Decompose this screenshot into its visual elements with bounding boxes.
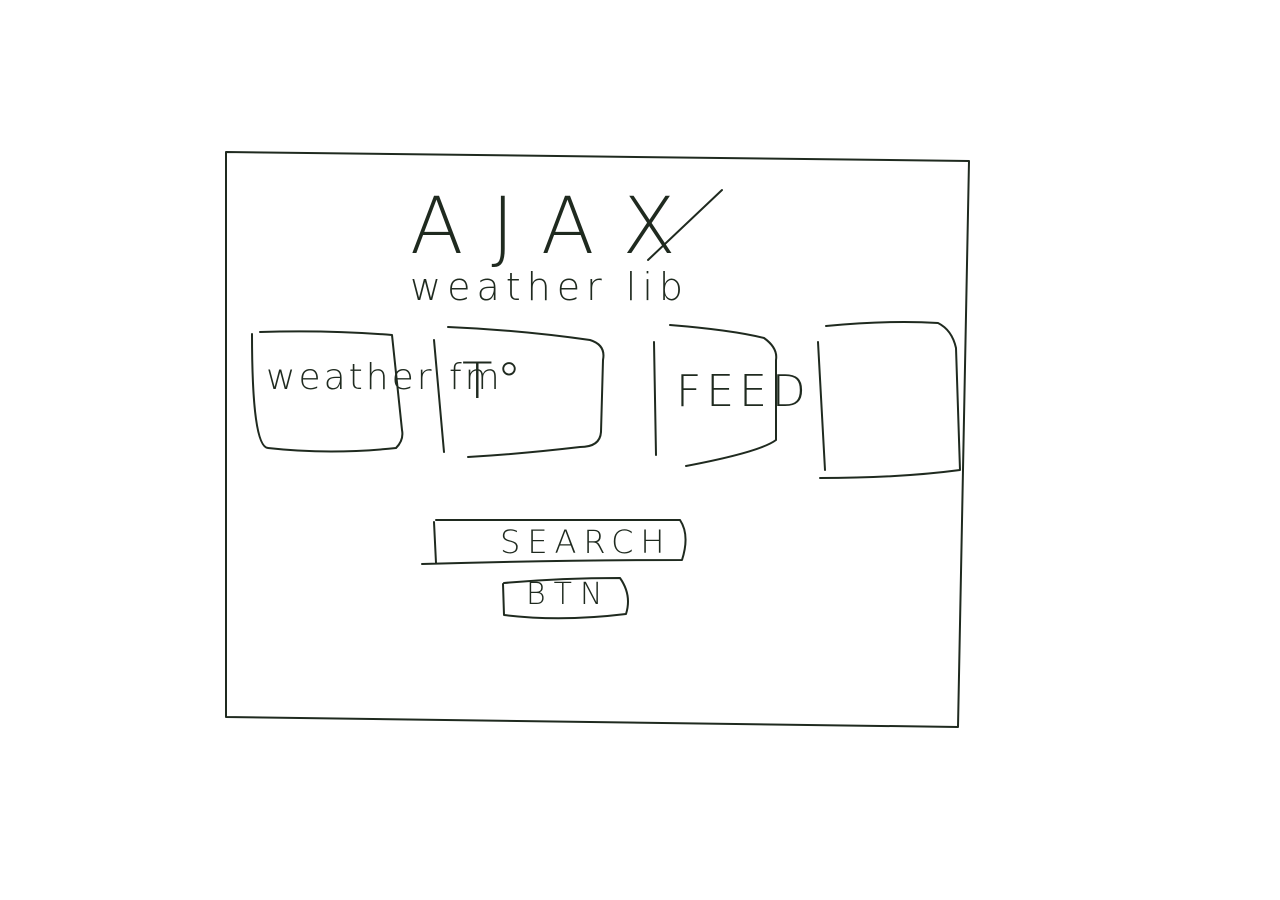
page-subtitle: weather lib (410, 265, 690, 309)
widget-card-3-label: FEED (676, 366, 811, 417)
button-frame (502, 577, 629, 620)
widget-card-1-label: weather fm (266, 357, 503, 398)
widget-card-1-frame (251, 330, 404, 453)
search-box-frame (421, 519, 687, 565)
page-frame (225, 151, 970, 728)
page-title: AJAX (410, 182, 704, 272)
submit-button-label[interactable]: BTN (526, 577, 611, 612)
widget-card-2-frame (433, 326, 605, 458)
title-strike-mark (647, 189, 723, 261)
widget-card-2-label: T° (462, 352, 526, 410)
widget-card-3-frame (653, 324, 778, 467)
search-input-label[interactable]: SEARCH (500, 523, 672, 561)
widget-card-4-frame (817, 321, 961, 479)
